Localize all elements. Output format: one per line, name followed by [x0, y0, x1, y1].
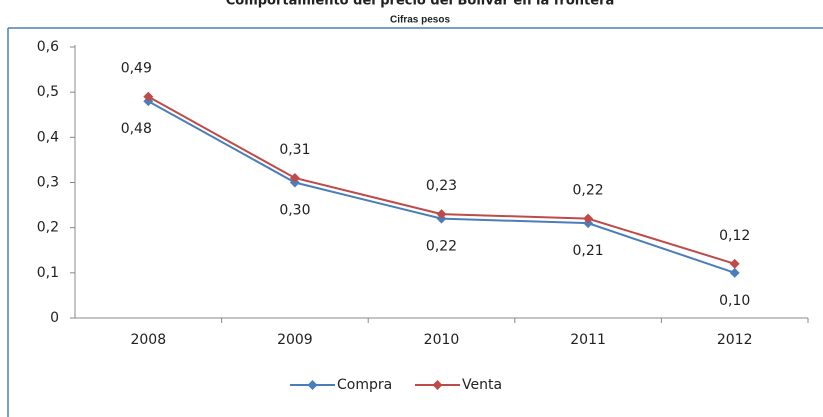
data-label: 0,49	[121, 61, 152, 77]
y-tick-label: 0,5	[37, 84, 59, 100]
x-tick-label: 2010	[424, 332, 460, 348]
y-tick-label: 0,4	[37, 129, 59, 145]
point-marker	[729, 267, 740, 278]
x-tick-label: 2009	[277, 332, 313, 348]
x-tick-label: 2008	[130, 332, 166, 348]
point-marker	[436, 209, 447, 220]
y-tick-label: 0,2	[37, 220, 59, 236]
data-label: 0,48	[121, 121, 152, 137]
data-label: 0,21	[573, 243, 604, 259]
point-marker	[583, 213, 594, 224]
point-marker	[289, 173, 300, 183]
data-label: 0,12	[719, 228, 750, 244]
x-tick-label: 2012	[717, 332, 753, 348]
data-label: 0,31	[279, 142, 310, 158]
data-label: 0,10	[719, 293, 750, 309]
x-tick-label: 2011	[570, 332, 606, 348]
legend-label: Venta	[462, 377, 502, 393]
y-tick-label: 0	[50, 310, 59, 326]
y-tick-label: 0,3	[37, 175, 59, 191]
data-label: 0,30	[279, 203, 310, 219]
point-marker	[729, 258, 740, 269]
y-tick-label: 0,6	[37, 39, 59, 55]
point-marker	[143, 91, 154, 102]
legend-marker	[307, 380, 318, 390]
y-tick-label: 0,1	[37, 265, 59, 281]
data-label: 0,22	[426, 239, 457, 255]
data-label: 0,23	[426, 178, 457, 194]
chart-subtitle: Cifras pesos	[390, 15, 450, 26]
data-label: 0,22	[573, 183, 604, 199]
legend-label: Compra	[337, 377, 392, 393]
chart-title: Comportamiento del precio del Bolívar en…	[226, 0, 615, 9]
legend-marker	[432, 380, 443, 390]
